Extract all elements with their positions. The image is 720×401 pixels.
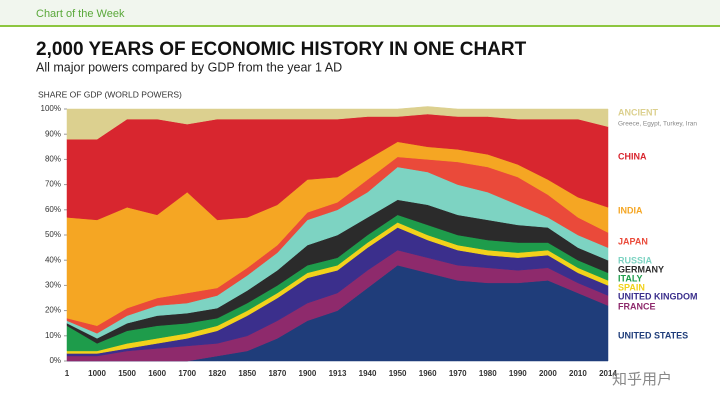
header-label: Chart of the Week xyxy=(36,8,125,20)
legend-label: ANCIENT xyxy=(618,107,659,117)
y-tick-label: 10% xyxy=(45,331,61,340)
chart-subtitle: All major powers compared by GDP from th… xyxy=(36,60,342,74)
x-tick-label: 2014 xyxy=(599,369,617,378)
x-tick-label: 1870 xyxy=(268,369,286,378)
x-tick-label: 1820 xyxy=(208,369,226,378)
legend-label: ITALY xyxy=(618,273,643,283)
x-tick-label: 1960 xyxy=(419,369,437,378)
x-tick-label: 2000 xyxy=(539,369,557,378)
x-tick-label: 1 xyxy=(65,369,70,378)
legend-label: SPAIN xyxy=(618,282,645,292)
y-tick-label: 70% xyxy=(45,180,61,189)
legend-label: JAPAN xyxy=(618,236,648,246)
chart-title: 2,000 YEARS OF ECONOMIC HISTORY IN ONE C… xyxy=(36,39,527,60)
watermark: 知乎用户 xyxy=(612,371,672,388)
x-tick-label: 1000 xyxy=(88,369,106,378)
x-tick-label: 1850 xyxy=(238,369,256,378)
y-tick-label: 60% xyxy=(45,205,61,214)
y-tick-label: 100% xyxy=(41,104,61,113)
x-tick-label: 1913 xyxy=(329,369,347,378)
y-tick-label: 40% xyxy=(45,255,61,264)
legend-label: UNITED KINGDOM xyxy=(618,291,698,301)
y-tick-label: 50% xyxy=(45,230,61,239)
legend-label: FRANCE xyxy=(618,301,656,311)
y-tick-label: 30% xyxy=(45,281,61,290)
legend-label: UNITED STATES xyxy=(618,330,688,340)
legend-label: GERMANY xyxy=(618,264,664,274)
x-tick-label: 1940 xyxy=(359,369,377,378)
legend-label: CHINA xyxy=(618,151,647,161)
x-tick-label: 1950 xyxy=(389,369,407,378)
y-tick-label: 0% xyxy=(49,356,61,365)
x-tick-label: 1700 xyxy=(178,369,196,378)
area xyxy=(66,106,609,140)
y-tick-label: 90% xyxy=(45,129,61,138)
x-tick-label: 1900 xyxy=(299,369,317,378)
header-bar xyxy=(0,0,720,26)
legend-label: RUSSIA xyxy=(618,255,653,265)
x-tick-label: 1980 xyxy=(479,369,497,378)
x-tick-label: 1970 xyxy=(449,369,467,378)
legend-note: Greece, Egypt, Turkey, Iran xyxy=(618,121,697,128)
legend-label: INDIA xyxy=(618,205,643,215)
x-tick-label: 2010 xyxy=(569,369,587,378)
y-axis-label: SHARE OF GDP (WORLD POWERS) xyxy=(38,89,182,99)
x-tick-label: 1500 xyxy=(118,369,136,378)
y-tick-label: 20% xyxy=(45,306,61,315)
x-tick-label: 1600 xyxy=(148,369,166,378)
y-tick-label: 80% xyxy=(45,155,61,164)
x-tick-label: 1990 xyxy=(509,369,527,378)
